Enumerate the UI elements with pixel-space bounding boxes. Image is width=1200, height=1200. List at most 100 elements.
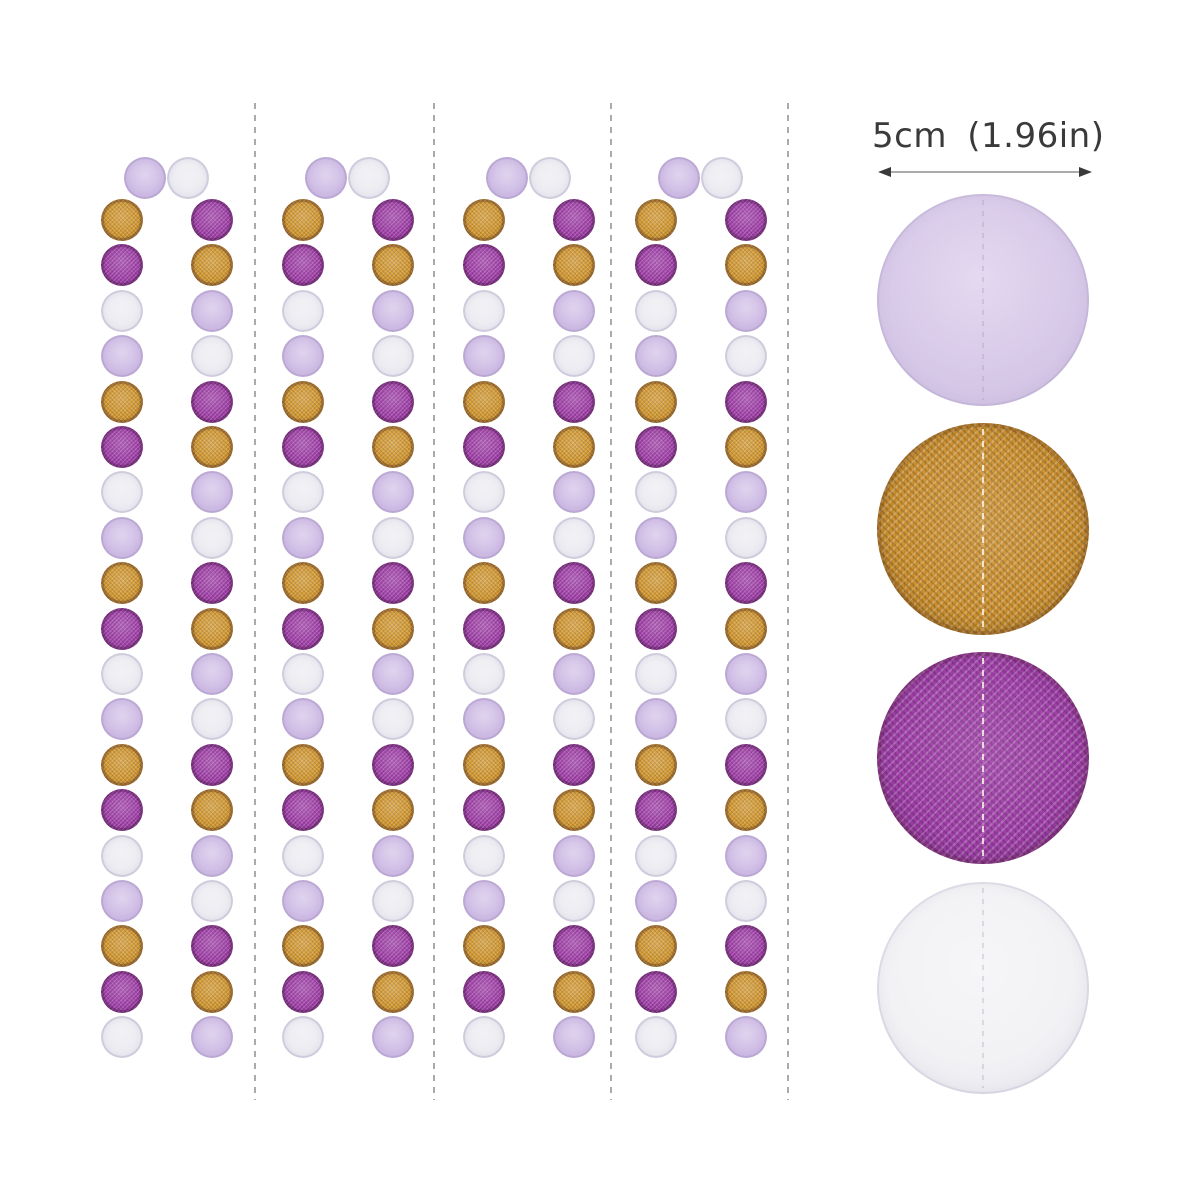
garland-dot-white [529,157,571,199]
garland-dot-lavender [725,653,767,695]
garland-dot-lavender [191,289,233,332]
garland-dot-lavender [101,880,143,922]
garland-dot-white [191,880,233,922]
garland-dot-purple [635,426,677,468]
garland-dot-lavender [282,335,324,378]
garland-dot-gold [372,970,414,1013]
garland-dot-purple [463,426,505,468]
garland-dot-gold [463,743,505,786]
garland-dot-white [282,653,324,695]
garland-dot-lavender [282,698,324,741]
garland-dot-lavender [305,157,347,199]
garland-dot-purple [191,925,233,968]
garland-dot-lavender [282,516,324,559]
garland-dot-lavender [658,157,700,199]
garland-dot-white [372,880,414,922]
garland-dot-gold [101,743,143,786]
garland-dot-lavender [463,335,505,378]
garland-dot-white [635,653,677,695]
garland-dot-gold [282,199,324,241]
garland-dot-purple [725,925,767,968]
garland-dot-lavender [372,834,414,877]
garland-dot-purple [635,244,677,287]
garland-dot-white [101,834,143,877]
garland-dot-white [167,157,209,199]
garland-dot-lavender [191,471,233,514]
arrow-head-left [878,167,891,177]
garland-dot-lavender [463,516,505,559]
garland-dot-lavender [101,516,143,559]
garland-dot-gold [635,562,677,605]
garland-dot-gold [725,970,767,1013]
garland-dot-lavender [372,653,414,695]
garland-dot-purple [191,199,233,241]
garland-dot-lavender [463,880,505,922]
garland-dot-lavender [553,289,595,332]
garland-dot-white [191,516,233,559]
garland-dot-lavender [635,698,677,741]
double-arrow-icon [878,167,1092,177]
garland-dot-purple [372,199,414,241]
garland-dot-purple [282,789,324,832]
size-label: 5cm (1.96in) [872,116,1105,156]
garland-dot-lavender [725,289,767,332]
garland-dot-purple [282,607,324,650]
garland-dot-white [635,834,677,877]
garland-dot-lavender [725,1016,767,1059]
garland-dot-purple [282,970,324,1013]
purple-glitter-circle-swatch [877,652,1089,864]
garland-dot-gold [635,925,677,968]
garland-dot-lavender [372,471,414,514]
garland-dot-lavender [725,834,767,877]
garland-dot-white [553,335,595,378]
garland-dot-white [635,289,677,332]
garland-dot-lavender [635,516,677,559]
garland-dot-purple [725,380,767,423]
garland-dot-gold [191,244,233,287]
garland-dot-gold [635,743,677,786]
garland-dot-white [463,1016,505,1059]
garland-dot-purple [635,970,677,1013]
garland-dot-purple [282,426,324,468]
garland-dot-purple [101,789,143,832]
garland-dot-white [101,471,143,514]
garland-dot-gold [282,925,324,968]
garland-dot-purple [372,380,414,423]
garland-dot-purple [553,380,595,423]
gold-glitter-circle-swatch [877,423,1089,635]
garland-dot-purple [282,244,324,287]
garland-dot-gold [101,562,143,605]
garland-dot-purple [553,199,595,241]
garland-dot-purple [635,607,677,650]
garland-dot-gold [282,743,324,786]
stitch-seam [982,658,984,858]
garland-dot-lavender [553,834,595,877]
garland-dot-white [101,1016,143,1059]
garland-dot-white [348,157,390,199]
garland-dot-gold [372,244,414,287]
garland-dot-lavender [282,880,324,922]
garland-dot-gold [725,244,767,287]
garland-dot-gold [463,925,505,968]
garland-dot-gold [725,789,767,832]
garland-dot-purple [725,199,767,241]
garland-dot-gold [191,789,233,832]
garland-dot-gold [553,607,595,650]
garland-dot-white [635,471,677,514]
garland-dot-purple [101,426,143,468]
garland-dot-white [725,516,767,559]
garland-dot-white [372,335,414,378]
garland-dot-white [191,335,233,378]
garland-dot-white [372,516,414,559]
stitch-seam [982,429,984,629]
garland-dot-lavender [372,289,414,332]
garland-dot-white [282,289,324,332]
arrow-head-right [1079,167,1092,177]
garland-dot-gold [725,426,767,468]
garland-dot-gold [191,607,233,650]
garland-dot-white [725,880,767,922]
lavender-circle-swatch [877,194,1089,406]
garland-dot-purple [372,562,414,605]
